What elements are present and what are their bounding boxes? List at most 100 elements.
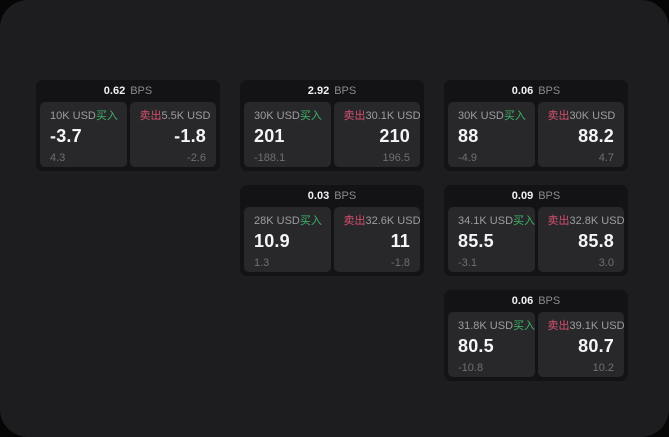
sell-delta: 4.7 bbox=[598, 152, 614, 164]
bps-unit-label: BPS bbox=[334, 85, 357, 97]
buy-side-label: 买入 bbox=[503, 110, 526, 122]
sell-amount: 32.8K USD bbox=[569, 215, 625, 227]
buy-panel-header: 28K USD 买入 bbox=[254, 215, 322, 228]
card-header: 0.03 BPS bbox=[244, 185, 420, 207]
bps-unit-label: BPS bbox=[334, 190, 357, 202]
bps-unit-label: BPS bbox=[538, 85, 561, 97]
sell-amount: 39.1K USD bbox=[569, 320, 625, 332]
sell-panel-header: 卖出 5.5K USD bbox=[139, 110, 211, 123]
sell-price: -1.8 bbox=[174, 126, 206, 146]
sell-panel[interactable]: 卖出 32.6K USD 11 -1.8 bbox=[333, 207, 421, 272]
buy-price: 85.5 bbox=[458, 231, 494, 251]
buy-panel[interactable]: 34.1K USD 买入 85.5 -3.1 bbox=[448, 207, 535, 272]
card-header: 0.62 BPS bbox=[40, 80, 216, 102]
sell-amount: 32.6K USD bbox=[365, 215, 421, 227]
buy-amount: 31.8K USD bbox=[458, 320, 514, 332]
sell-price: 80.7 bbox=[578, 336, 614, 356]
quote-panels: 10K USD 买入 -3.7 4.3 卖出 5.5K USD -1.8 -2.… bbox=[40, 102, 216, 167]
buy-amount: 34.1K USD bbox=[458, 215, 514, 227]
sell-panel-header: 卖出 39.1K USD bbox=[547, 320, 625, 333]
bps-unit-label: BPS bbox=[130, 85, 153, 97]
bps-value: 0.62 bbox=[103, 85, 126, 97]
buy-price: 80.5 bbox=[458, 336, 494, 356]
bps-value: 0.06 bbox=[511, 295, 534, 307]
buy-delta: -4.9 bbox=[458, 152, 477, 164]
quote-panels: 31.8K USD 买入 80.5 -10.8 卖出 39.1K USD 80.… bbox=[448, 312, 625, 377]
buy-amount: 28K USD bbox=[254, 215, 300, 227]
buy-side-label: 买入 bbox=[513, 320, 536, 332]
quote-card: 0.09 BPS 34.1K USD 买入 85.5 -3.1 卖出 32.8K… bbox=[444, 185, 628, 276]
sell-panel[interactable]: 卖出 32.8K USD 85.8 3.0 bbox=[537, 207, 625, 272]
buy-panel[interactable]: 30K USD 买入 201 -188.1 bbox=[244, 102, 331, 167]
quote-panels: 28K USD 买入 10.9 1.3 卖出 32.6K USD 11 -1.8 bbox=[244, 207, 421, 272]
sell-price: 11 bbox=[390, 231, 410, 251]
quote-card: 0.06 BPS 30K USD 买入 88 -4.9 卖出 30K USD 8… bbox=[444, 80, 628, 171]
buy-amount: 30K USD bbox=[254, 110, 300, 122]
buy-panel[interactable]: 10K USD 买入 -3.7 4.3 bbox=[40, 102, 127, 167]
sell-amount: 30K USD bbox=[569, 110, 616, 122]
sell-panel[interactable]: 卖出 30K USD 88.2 4.7 bbox=[537, 102, 624, 167]
buy-panel[interactable]: 28K USD 买入 10.9 1.3 bbox=[244, 207, 331, 272]
buy-delta: -3.1 bbox=[458, 257, 477, 269]
buy-panel-header: 10K USD 买入 bbox=[50, 110, 118, 123]
buy-price: -3.7 bbox=[50, 126, 82, 146]
buy-side-label: 买入 bbox=[513, 215, 536, 227]
buy-amount: 10K USD bbox=[50, 110, 96, 122]
buy-delta: -188.1 bbox=[254, 152, 286, 164]
sell-side-label: 卖出 bbox=[343, 110, 366, 122]
quote-card: 0.62 BPS 10K USD 买入 -3.7 4.3 卖出 5.5K USD… bbox=[36, 80, 220, 171]
buy-price: 88 bbox=[458, 126, 479, 146]
buy-panel[interactable]: 30K USD 买入 88 -4.9 bbox=[448, 102, 535, 167]
sell-side-label: 卖出 bbox=[343, 215, 366, 227]
sell-delta: -1.8 bbox=[391, 257, 410, 269]
quote-cards-grid: 0.62 BPS 10K USD 买入 -3.7 4.3 卖出 5.5K USD… bbox=[36, 80, 628, 381]
sell-panel-header: 卖出 32.8K USD bbox=[547, 215, 625, 228]
sell-panel[interactable]: 卖出 5.5K USD -1.8 -2.6 bbox=[129, 102, 216, 167]
quote-panels: 30K USD 买入 201 -188.1 卖出 30.1K USD 210 1… bbox=[244, 102, 421, 167]
bps-value: 2.92 bbox=[307, 85, 330, 97]
sell-panel[interactable]: 卖出 30.1K USD 210 196.5 bbox=[333, 102, 421, 167]
quote-panels: 30K USD 买入 88 -4.9 卖出 30K USD 88.2 4.7 bbox=[448, 102, 624, 167]
card-header: 0.06 BPS bbox=[448, 80, 624, 102]
buy-panel-header: 30K USD 买入 bbox=[254, 110, 322, 123]
buy-side-label: 买入 bbox=[95, 110, 118, 122]
buy-price: 10.9 bbox=[254, 231, 290, 251]
buy-price: 201 bbox=[254, 126, 285, 146]
sell-side-label: 卖出 bbox=[547, 215, 570, 227]
buy-side-label: 买入 bbox=[299, 110, 322, 122]
quote-card: 0.06 BPS 31.8K USD 买入 80.5 -10.8 卖出 39.1… bbox=[444, 290, 628, 381]
buy-delta: 1.3 bbox=[254, 257, 270, 269]
bps-value: 0.06 bbox=[511, 85, 534, 97]
sell-side-label: 卖出 bbox=[547, 110, 570, 122]
buy-delta: -10.8 bbox=[458, 362, 484, 374]
sell-price: 88.2 bbox=[578, 126, 614, 146]
buy-side-label: 买入 bbox=[299, 215, 322, 227]
bps-unit-label: BPS bbox=[538, 190, 561, 202]
buy-amount: 30K USD bbox=[458, 110, 504, 122]
buy-panel[interactable]: 31.8K USD 买入 80.5 -10.8 bbox=[448, 312, 535, 377]
sell-side-label: 卖出 bbox=[547, 320, 570, 332]
sell-delta: 10.2 bbox=[592, 362, 614, 374]
sell-price: 85.8 bbox=[578, 231, 614, 251]
sell-amount: 5.5K USD bbox=[161, 110, 211, 122]
buy-panel-header: 31.8K USD 买入 bbox=[458, 320, 535, 333]
card-header: 0.06 BPS bbox=[448, 290, 624, 312]
sell-panel-header: 卖出 30.1K USD bbox=[343, 110, 421, 123]
sell-amount: 30.1K USD bbox=[365, 110, 421, 122]
sell-panel-header: 卖出 30K USD bbox=[547, 110, 616, 123]
buy-panel-header: 34.1K USD 买入 bbox=[458, 215, 535, 228]
sell-panel[interactable]: 卖出 39.1K USD 80.7 10.2 bbox=[537, 312, 625, 377]
sell-side-label: 卖出 bbox=[139, 110, 162, 122]
card-header: 2.92 BPS bbox=[244, 80, 420, 102]
bps-unit-label: BPS bbox=[538, 295, 561, 307]
bps-value: 0.09 bbox=[511, 190, 534, 202]
buy-delta: 4.3 bbox=[50, 152, 66, 164]
sell-price: 210 bbox=[379, 126, 410, 146]
quote-card: 0.03 BPS 28K USD 买入 10.9 1.3 卖出 32.6K US… bbox=[240, 185, 424, 276]
bps-value: 0.03 bbox=[307, 190, 330, 202]
card-header: 0.09 BPS bbox=[448, 185, 624, 207]
quote-panels: 34.1K USD 买入 85.5 -3.1 卖出 32.8K USD 85.8… bbox=[448, 207, 625, 272]
quote-card: 2.92 BPS 30K USD 买入 201 -188.1 卖出 30.1K … bbox=[240, 80, 424, 171]
sell-delta: 196.5 bbox=[382, 152, 410, 164]
